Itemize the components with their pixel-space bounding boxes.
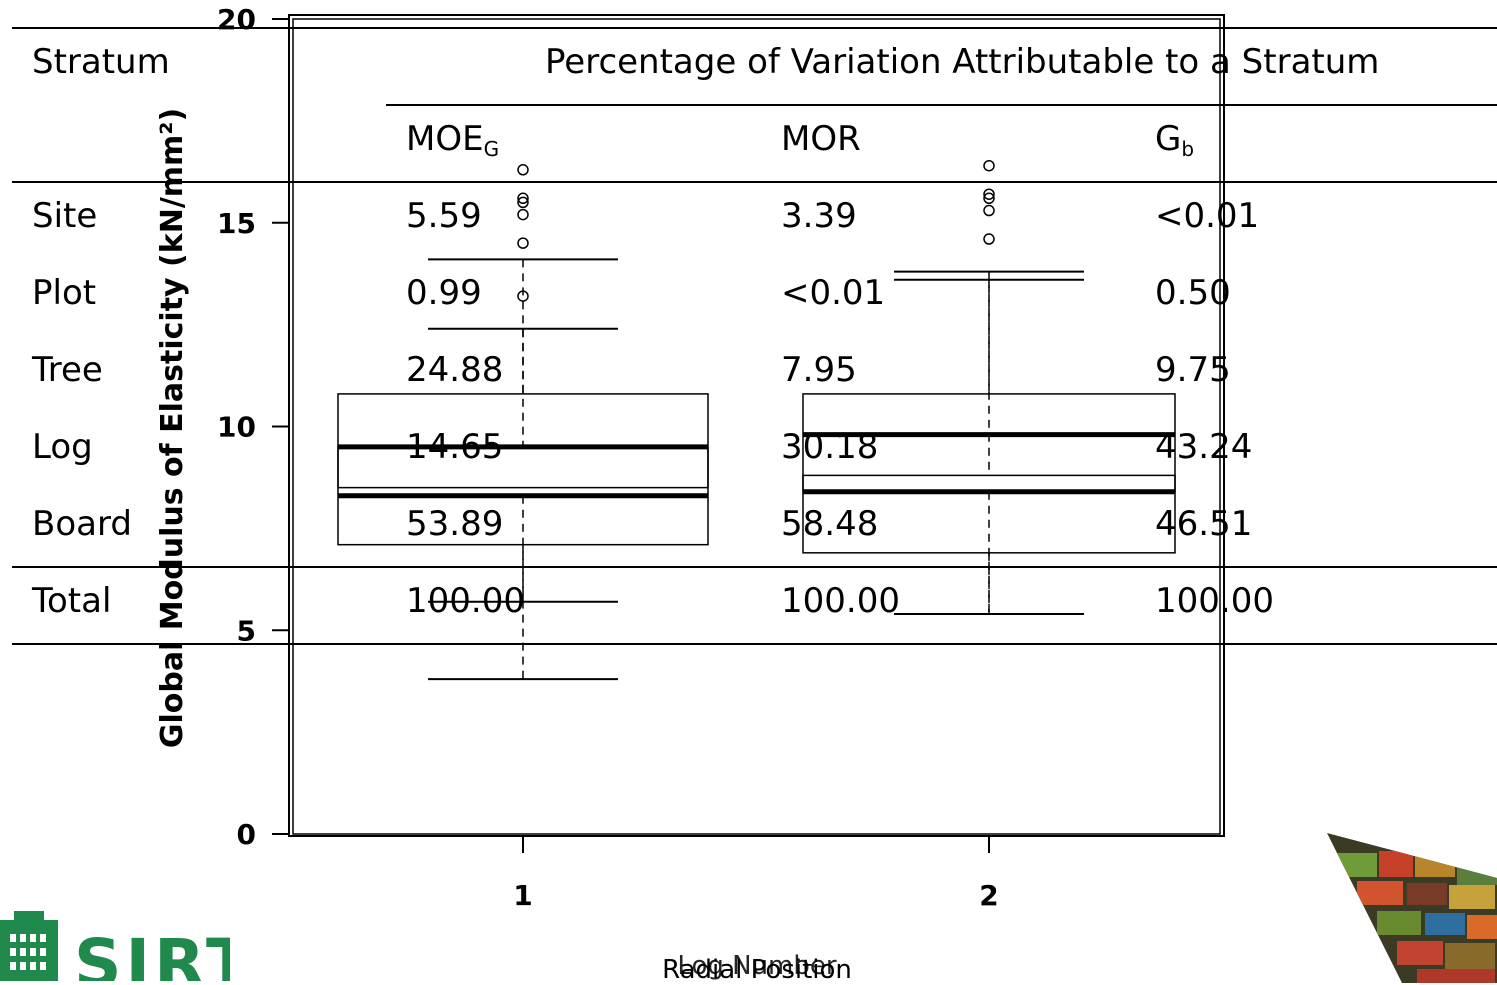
x-axis-label-log: Log Number [677, 951, 836, 981]
outlier-point [517, 164, 529, 176]
outlier-point [517, 192, 529, 205]
outlier-point [983, 204, 995, 217]
sirt-logo: SIRT [0, 908, 251, 985]
x-tick-label: 2 [979, 879, 998, 912]
x-axis-label-radial: Radial Position [662, 955, 852, 981]
outlier-point [517, 196, 529, 209]
logo-text: SIRT [74, 925, 230, 981]
y-tick-label: 5 [237, 614, 256, 647]
building-icon: SIRT [0, 911, 251, 985]
outlier-point [983, 188, 995, 200]
outlier-point [983, 233, 995, 245]
y-tick-label: 15 [217, 207, 256, 240]
outlier-point [983, 192, 995, 205]
outlier-point [517, 237, 529, 249]
outlier-point [517, 290, 529, 302]
plot-frame-inner [292, 18, 1221, 835]
boxes [337, 159, 1176, 681]
y-axis: 0 5 10 15 20 [217, 3, 290, 851]
y-axis-label: Global Modulus of Elasticity (kN/mm²) [155, 108, 190, 748]
lumber-photo [1327, 833, 1497, 983]
outlier-point [983, 159, 995, 172]
plot-frame-outer [288, 14, 1225, 837]
y-tick-label: 10 [217, 411, 256, 444]
box [337, 446, 709, 489]
box [802, 393, 1176, 554]
outlier-point [517, 208, 529, 221]
y-tick-label: 20 [217, 3, 256, 36]
x-tick-label: 1 [513, 879, 532, 912]
y-tick-label: 0 [237, 818, 256, 851]
